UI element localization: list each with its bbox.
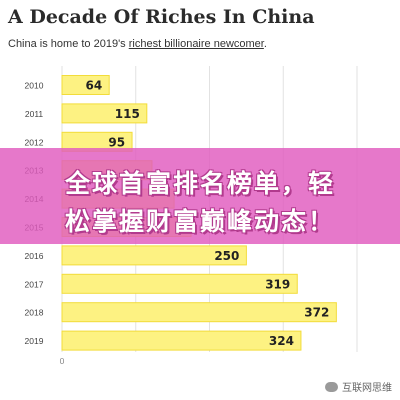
category-label-2011: 2011 [25,109,44,119]
value-label-2017: 319 [265,277,290,291]
category-label-2018: 2018 [25,308,44,318]
wechat-icon [325,381,338,392]
value-label-2012: 95 [108,135,125,149]
bar-2017 [61,273,298,294]
category-label-2010: 2010 [25,81,44,91]
value-label-2019: 324 [269,334,294,348]
chart-title: A Decade Of Riches In China [8,6,315,28]
x-tick-label-0: 0 [60,356,65,366]
category-label-2017: 2017 [25,279,44,289]
bar-2018 [61,302,337,323]
category-label-2016: 2016 [25,251,44,261]
watermark-text: 互联网思维 [342,383,392,394]
category-label-2012: 2012 [25,137,44,147]
value-label-2011: 115 [115,107,140,121]
category-label-2019: 2019 [25,336,44,346]
subtitle-link[interactable]: richest billionaire newcomer [128,38,264,50]
promo-text-line-2: 松掌握财富巅峰动态！ [64,207,335,236]
bar-2016 [61,245,247,266]
watermark: 互联网思维 [325,379,392,394]
bar-2019 [61,330,302,351]
promo-text-line-1: 全球首富排名榜单，轻 [64,169,335,198]
promo-banner [0,148,400,244]
bar-2011 [61,103,148,124]
chart-subtitle: China is home to 2019's richest billiona… [8,38,267,50]
subtitle-prefix: China is home to 2019's [8,38,129,50]
value-label-2016: 250 [214,249,239,263]
value-label-2018: 372 [304,306,329,320]
subtitle-suffix: . [263,38,267,50]
value-label-2010: 64 [85,79,102,93]
bar-2010 [61,75,110,95]
